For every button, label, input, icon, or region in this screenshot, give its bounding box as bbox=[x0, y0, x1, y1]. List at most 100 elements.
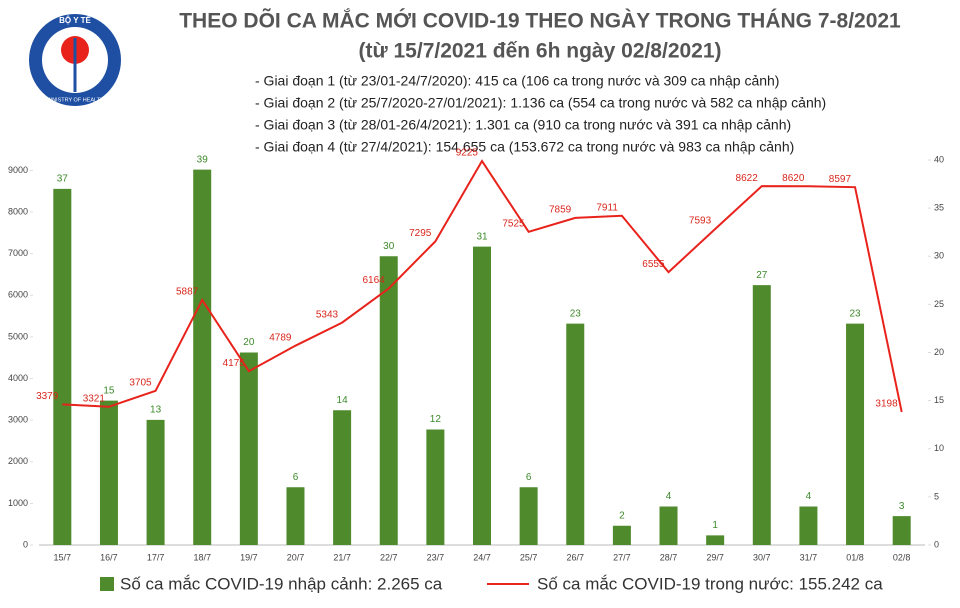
line-label: 6164 bbox=[362, 275, 385, 286]
x-tick-label: 02/8 bbox=[893, 552, 911, 562]
y2-tick-label: 25 bbox=[934, 299, 944, 309]
x-tick-label: 16/7 bbox=[100, 552, 118, 562]
note: - Giai đoạn 1 (từ 23/01-24/7/2020): 415 … bbox=[255, 73, 779, 89]
line-label: 8622 bbox=[736, 173, 759, 184]
bar bbox=[892, 516, 911, 545]
bar bbox=[612, 525, 631, 545]
bar-label: 39 bbox=[197, 154, 209, 165]
x-tick-label: 20/7 bbox=[287, 552, 305, 562]
y2-tick-label: 20 bbox=[934, 347, 944, 357]
bar-label: 2 bbox=[619, 510, 625, 521]
bar-label: 4 bbox=[806, 491, 812, 502]
y-tick-label: 4000 bbox=[8, 373, 28, 383]
x-tick-label: 19/7 bbox=[240, 552, 258, 562]
y-tick-label: 2000 bbox=[8, 456, 28, 466]
y-tick-label: 5000 bbox=[8, 331, 28, 341]
y2-tick-label: 0 bbox=[934, 539, 939, 549]
x-tick-label: 22/7 bbox=[380, 552, 398, 562]
line-label: 8620 bbox=[782, 173, 805, 184]
note: - Giai đoạn 2 (từ 25/7/2020-27/01/2021):… bbox=[255, 95, 826, 111]
chart-title: THEO DÕI CA MẮC MỚI COVID-19 THEO NGÀY T… bbox=[179, 9, 901, 33]
line-label: 4175 bbox=[223, 358, 246, 369]
line-label: 9225 bbox=[456, 148, 479, 159]
bar bbox=[193, 169, 212, 545]
bar-label: 23 bbox=[849, 308, 861, 319]
line-label: 4789 bbox=[269, 332, 292, 343]
x-tick-label: 23/7 bbox=[427, 552, 445, 562]
bar bbox=[659, 506, 678, 545]
line-label: 5887 bbox=[176, 287, 199, 298]
y2-tick-label: 30 bbox=[934, 251, 944, 261]
y2-tick-label: 15 bbox=[934, 395, 944, 405]
line-label: 3321 bbox=[83, 393, 106, 404]
bar bbox=[53, 188, 72, 545]
line-label: 7525 bbox=[502, 218, 525, 229]
bar-label: 13 bbox=[150, 405, 162, 416]
bar-label: 6 bbox=[293, 472, 299, 483]
x-tick-label: 28/7 bbox=[660, 552, 678, 562]
x-tick-label: 24/7 bbox=[473, 552, 491, 562]
bar-label: 4 bbox=[666, 491, 672, 502]
y-tick-label: 9000 bbox=[8, 165, 28, 175]
line-label: 3198 bbox=[875, 399, 898, 410]
bar-label: 6 bbox=[526, 472, 532, 483]
x-tick-label: 25/7 bbox=[520, 552, 538, 562]
bar bbox=[519, 487, 538, 545]
line-label: 3379 bbox=[36, 391, 59, 402]
bar-label: 20 bbox=[243, 337, 255, 348]
x-tick-label: 30/7 bbox=[753, 552, 771, 562]
bar-label: 15 bbox=[103, 385, 115, 396]
bar-label: 27 bbox=[756, 270, 768, 281]
bar bbox=[239, 352, 258, 545]
y-tick-label: 8000 bbox=[8, 206, 28, 216]
line-label: 5343 bbox=[316, 309, 339, 320]
line-label: 7859 bbox=[549, 205, 572, 216]
line-label: 6555 bbox=[642, 259, 665, 270]
line bbox=[62, 159, 903, 413]
bar bbox=[99, 400, 118, 545]
bar bbox=[379, 256, 398, 545]
bar bbox=[706, 535, 725, 545]
x-tick-label: 15/7 bbox=[54, 552, 72, 562]
legend-label: Số ca mắc COVID-19 nhập cảnh: 2.265 ca bbox=[120, 574, 443, 593]
bar bbox=[333, 410, 352, 545]
y-tick-label: 1000 bbox=[8, 498, 28, 508]
x-tick-label: 29/7 bbox=[706, 552, 724, 562]
note: - Giai đoạn 4 (từ 27/4/2021): 154.655 ca… bbox=[255, 139, 794, 155]
legend-swatch bbox=[100, 577, 114, 591]
x-tick-label: 31/7 bbox=[800, 552, 818, 562]
line-label: 3705 bbox=[129, 377, 152, 388]
bar bbox=[426, 429, 445, 545]
bar bbox=[286, 487, 305, 545]
y2-tick-label: 35 bbox=[934, 203, 944, 213]
logo-text: BỘ Y TẾ bbox=[59, 15, 91, 25]
y2-tick-label: 5 bbox=[934, 491, 939, 501]
note: - Giai đoạn 3 (từ 28/01-26/4/2021): 1.30… bbox=[255, 117, 791, 133]
x-tick-label: 27/7 bbox=[613, 552, 631, 562]
bar-label: 30 bbox=[383, 241, 395, 252]
bar-label: 12 bbox=[430, 414, 442, 425]
y-tick-label: 6000 bbox=[8, 290, 28, 300]
legend-label: Số ca mắc COVID-19 trong nước: 155.242 c… bbox=[537, 574, 883, 593]
bar bbox=[846, 323, 865, 545]
x-tick-label: 01/8 bbox=[846, 552, 864, 562]
bar bbox=[473, 246, 491, 545]
line-label: 7295 bbox=[409, 228, 432, 239]
bar-label: 1 bbox=[712, 520, 718, 531]
x-tick-label: 26/7 bbox=[566, 552, 584, 562]
y-tick-label: 3000 bbox=[8, 415, 28, 425]
chart-subtitle: (từ 15/7/2021 đến 6h ngày 02/8/2021) bbox=[358, 40, 721, 63]
logo-text: MINISTRY OF HEALTH bbox=[46, 97, 104, 103]
y-tick-label: 7000 bbox=[8, 248, 28, 258]
bar-label: 31 bbox=[476, 231, 488, 242]
y2-tick-label: 10 bbox=[934, 443, 944, 453]
y-tick-label: 0 bbox=[23, 539, 28, 549]
bar bbox=[799, 506, 818, 545]
x-tick-label: 18/7 bbox=[193, 552, 211, 562]
line-label: 7911 bbox=[596, 202, 618, 213]
bar-label: 3 bbox=[899, 501, 905, 512]
y2-tick-label: 40 bbox=[934, 154, 944, 164]
x-tick-label: 17/7 bbox=[147, 552, 165, 562]
